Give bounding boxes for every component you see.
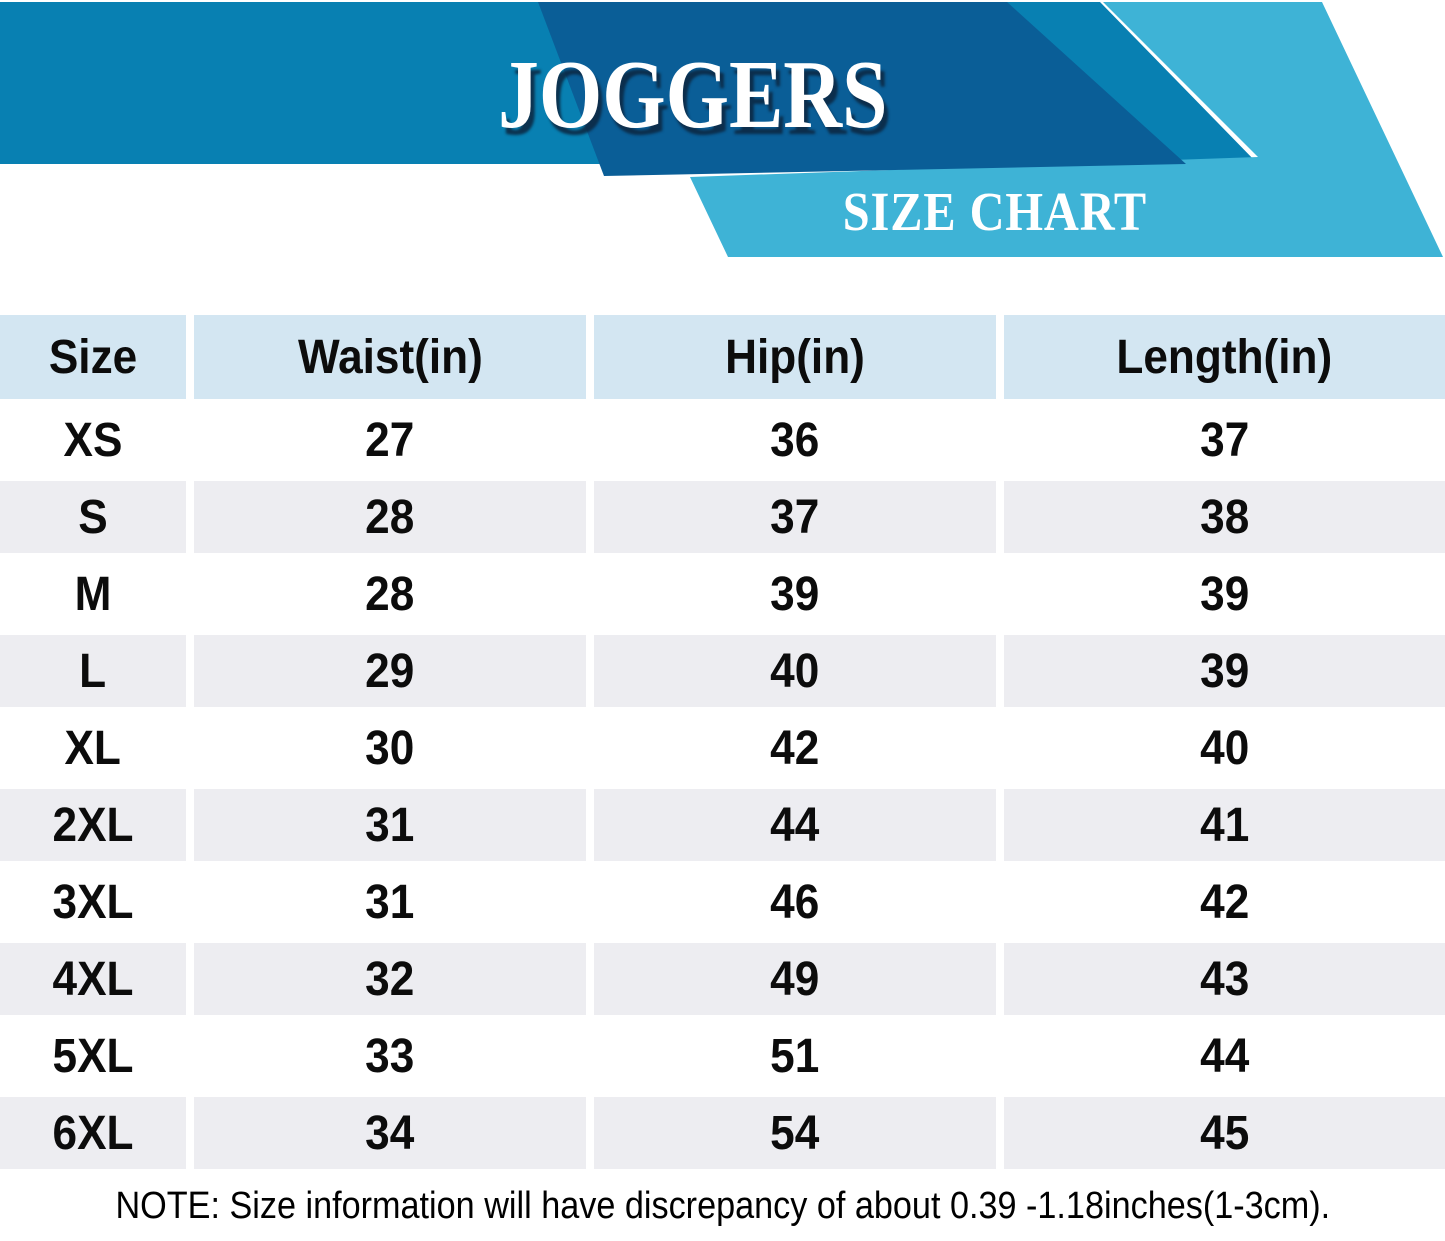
value-cell-text: 34 xyxy=(365,1106,415,1160)
size-table: Size Waist(in) Hip(in) Length(in) XS 27 36 37 S 2… xyxy=(0,315,1445,1169)
value-cell: 36 xyxy=(594,404,996,476)
size-cell-text: L xyxy=(79,644,107,698)
size-cell-text: 5XL xyxy=(52,1029,134,1083)
size-cell: S xyxy=(0,481,186,553)
value-cell-text: 37 xyxy=(770,490,820,544)
column-header: Length(in) xyxy=(1004,315,1445,399)
value-cell: 34 xyxy=(194,1097,586,1169)
value-cell: 51 xyxy=(594,1020,996,1092)
value-cell-text: 39 xyxy=(770,567,820,621)
size-cell-text: XL xyxy=(64,721,122,775)
column-header: Hip(in) xyxy=(594,315,996,399)
size-cell-text: 2XL xyxy=(52,798,134,852)
value-cell: 31 xyxy=(194,866,586,938)
header-band-dark xyxy=(538,2,1186,176)
size-cell-text: S xyxy=(78,490,108,544)
value-cell-text: 41 xyxy=(1199,798,1250,852)
value-cell: 43 xyxy=(1004,943,1445,1015)
size-cell: 5XL xyxy=(0,1020,186,1092)
column-header-text: Hip(in) xyxy=(725,330,865,384)
footer-note-text: NOTE: Size information will have discrep… xyxy=(115,1185,1330,1227)
page-title: JOGGERS xyxy=(0,46,1415,143)
value-cell-text: 38 xyxy=(1199,490,1250,544)
column-header-text: Size xyxy=(48,330,138,384)
size-cell-text: 3XL xyxy=(52,875,134,929)
page-title-text: JOGGERS xyxy=(497,41,888,148)
header-band-light xyxy=(690,2,1443,257)
header-banner xyxy=(0,2,1443,257)
value-cell-text: 54 xyxy=(770,1106,820,1160)
value-cell-text: 39 xyxy=(1199,567,1250,621)
value-cell-text: 37 xyxy=(1199,413,1250,467)
value-cell: 38 xyxy=(1004,481,1445,553)
size-cell: 4XL xyxy=(0,943,186,1015)
value-cell-text: 33 xyxy=(365,1029,415,1083)
value-cell: 40 xyxy=(594,635,996,707)
size-cell-text: M xyxy=(74,567,112,621)
column-header-text: Waist(in) xyxy=(297,330,483,384)
value-cell: 37 xyxy=(1004,404,1445,476)
size-cell: 3XL xyxy=(0,866,186,938)
size-cell: 2XL xyxy=(0,789,186,861)
value-cell-text: 40 xyxy=(770,644,820,698)
value-cell: 32 xyxy=(194,943,586,1015)
value-cell: 40 xyxy=(1004,712,1445,784)
value-cell-text: 40 xyxy=(1199,721,1250,775)
value-cell: 44 xyxy=(594,789,996,861)
value-cell: 42 xyxy=(594,712,996,784)
value-cell: 54 xyxy=(594,1097,996,1169)
size-cell-text: 4XL xyxy=(52,952,134,1006)
value-cell-text: 43 xyxy=(1199,952,1250,1006)
footer-note: NOTE: Size information will have discrep… xyxy=(0,1183,1445,1229)
value-cell-text: 30 xyxy=(365,721,415,775)
size-cell: XS xyxy=(0,404,186,476)
column-header: Waist(in) xyxy=(194,315,586,399)
value-cell: 46 xyxy=(594,866,996,938)
value-cell: 41 xyxy=(1004,789,1445,861)
value-cell-text: 31 xyxy=(365,798,415,852)
value-cell-text: 44 xyxy=(1199,1029,1250,1083)
value-cell-text: 36 xyxy=(770,413,820,467)
value-cell: 31 xyxy=(194,789,586,861)
value-cell: 42 xyxy=(1004,866,1445,938)
value-cell: 27 xyxy=(194,404,586,476)
value-cell: 37 xyxy=(594,481,996,553)
value-cell-text: 27 xyxy=(365,413,415,467)
size-cell-text: 6XL xyxy=(52,1106,134,1160)
size-chart-subtitle-text: SIZE CHART xyxy=(842,181,1148,242)
value-cell-text: 44 xyxy=(770,798,820,852)
size-cell-text: XS xyxy=(63,413,123,467)
value-cell-text: 39 xyxy=(1199,644,1250,698)
value-cell-text: 28 xyxy=(365,567,415,621)
value-cell: 49 xyxy=(594,943,996,1015)
column-header-text: Length(in) xyxy=(1116,330,1333,384)
value-cell-text: 51 xyxy=(770,1029,820,1083)
size-cell: M xyxy=(0,558,186,630)
value-cell: 39 xyxy=(1004,558,1445,630)
value-cell: 33 xyxy=(194,1020,586,1092)
value-cell: 28 xyxy=(194,481,586,553)
size-cell: L xyxy=(0,635,186,707)
value-cell-text: 46 xyxy=(770,875,820,929)
value-cell: 39 xyxy=(1004,635,1445,707)
value-cell-text: 28 xyxy=(365,490,415,544)
value-cell-text: 31 xyxy=(365,875,415,929)
value-cell-text: 49 xyxy=(770,952,820,1006)
value-cell: 29 xyxy=(194,635,586,707)
value-cell: 28 xyxy=(194,558,586,630)
value-cell-text: 42 xyxy=(1199,875,1250,929)
size-cell: XL xyxy=(0,712,186,784)
value-cell-text: 45 xyxy=(1199,1106,1250,1160)
value-cell: 44 xyxy=(1004,1020,1445,1092)
size-cell: 6XL xyxy=(0,1097,186,1169)
value-cell: 45 xyxy=(1004,1097,1445,1169)
value-cell-text: 42 xyxy=(770,721,820,775)
value-cell: 30 xyxy=(194,712,586,784)
value-cell: 39 xyxy=(594,558,996,630)
size-chart-subtitle: SIZE CHART xyxy=(770,184,1220,239)
value-cell-text: 29 xyxy=(365,644,415,698)
column-header: Size xyxy=(0,315,186,399)
value-cell-text: 32 xyxy=(365,952,415,1006)
